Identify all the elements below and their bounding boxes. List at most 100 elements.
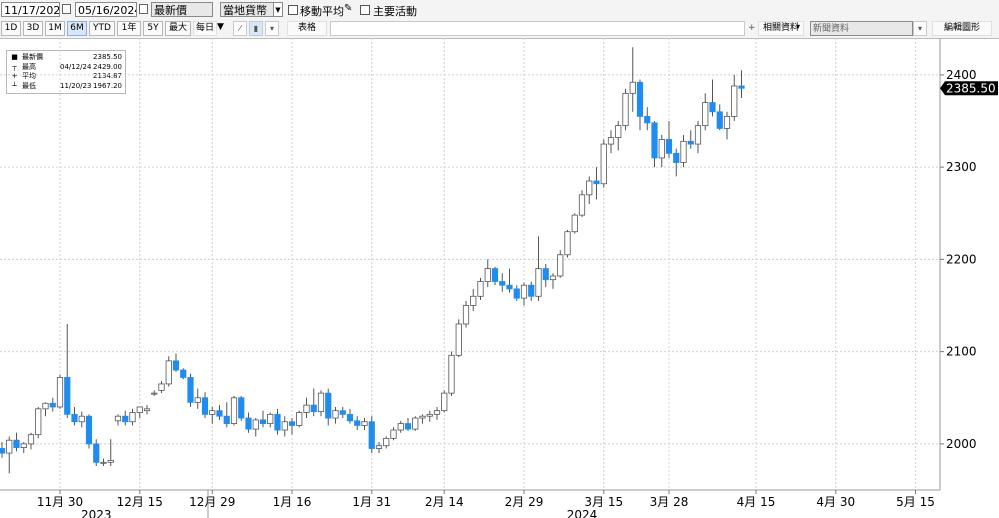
candle-body (85, 415, 93, 445)
plus-icon[interactable]: + (748, 23, 756, 33)
calendar-icon[interactable] (62, 4, 71, 14)
candle (339, 406, 346, 419)
candle-body (499, 281, 506, 286)
period-1d-button[interactable]: 1D (1, 21, 21, 36)
period-ytd-button[interactable]: YTD (89, 21, 115, 36)
candle (484, 259, 491, 288)
moving-average-checkbox[interactable] (288, 5, 298, 15)
line-chart-icon[interactable]: ⁄ (233, 21, 247, 36)
candle (629, 47, 636, 112)
candle (375, 442, 383, 454)
candle (615, 121, 622, 151)
chevron-down-icon[interactable]: ▼ (273, 2, 283, 17)
y-tick-label: 2000 (946, 437, 977, 451)
candle-body (6, 439, 13, 454)
candle (354, 416, 361, 431)
frequency-select[interactable]: 每日 (193, 21, 217, 36)
candle-body (462, 305, 470, 325)
price-chart[interactable]: 2000 2100 2200 2300 2400 11月 30 12月 15 12月 29 1月… (0, 38, 999, 518)
price-field-select[interactable]: 最新價 (151, 2, 213, 17)
pencil-icon[interactable]: ✎ (344, 3, 353, 14)
candle-body (42, 402, 49, 410)
candle (317, 390, 325, 417)
period-1m-button[interactable]: 1M (45, 21, 65, 36)
legend-date: 11/20/23 (60, 81, 92, 90)
candle (346, 408, 354, 424)
candle-body (506, 284, 513, 290)
candle-body (78, 415, 85, 423)
start-date-input[interactable]: 11/17/2023 (1, 2, 60, 17)
period-3d-button[interactable]: 3D (23, 21, 43, 36)
period-max-button[interactable]: 最大 (165, 21, 191, 36)
candle-body (245, 417, 252, 430)
candle-body (354, 420, 361, 426)
candle (738, 70, 745, 98)
candle (230, 395, 238, 426)
candle-body (64, 377, 71, 415)
square-icon: ■ (11, 53, 18, 61)
candle (85, 414, 93, 449)
moving-average-label: 移動平均 (300, 5, 344, 18)
candle-body (136, 406, 143, 413)
candle-body (375, 445, 383, 449)
candle (426, 410, 433, 422)
x-tick-labels: 11月 30 12月 15 12月 29 1月 16 1月 31 2月 14 2月 29 3月… (37, 490, 935, 518)
currency-select[interactable]: 當地貨幣 (220, 2, 274, 17)
period-1y-button[interactable]: 1年 (117, 21, 141, 36)
candle (651, 121, 658, 168)
period-5y-button[interactable]: 5Y (143, 21, 163, 36)
candle (49, 397, 56, 412)
candle-body (426, 413, 433, 417)
candle-body (201, 397, 209, 415)
candle-body (520, 284, 528, 299)
candle-body (716, 111, 723, 129)
candle (35, 406, 42, 439)
candle-body (361, 421, 368, 426)
candle (93, 439, 100, 467)
candle (506, 268, 513, 293)
table-button[interactable]: 表格 (287, 21, 327, 36)
candle (622, 88, 629, 131)
chevron-down-icon[interactable]: ▾ (913, 21, 927, 36)
key-events-checkbox[interactable] (360, 5, 370, 15)
candle-body (455, 323, 462, 356)
candle-body (644, 116, 651, 124)
candle-body (288, 421, 296, 426)
candle (180, 368, 187, 380)
candle-body (484, 268, 491, 282)
candle-body (310, 404, 317, 412)
candle-body (665, 139, 673, 154)
candle (694, 121, 702, 154)
candle-body (578, 194, 586, 216)
candle-body (281, 421, 288, 431)
edit-chart-button[interactable]: 編輯圖形 (932, 21, 992, 36)
legend-row-average: + 平均 2134.87 (10, 72, 122, 82)
candle (600, 139, 607, 188)
key-events-label: 主要活動 (373, 5, 417, 18)
candle (564, 229, 571, 258)
chevron-down-icon[interactable]: ▾ (796, 22, 801, 31)
candle (0, 442, 6, 458)
candle (13, 432, 20, 452)
end-date-input[interactable]: 05/16/2024 (75, 2, 137, 17)
chevron-down-icon[interactable]: ▼ (217, 22, 224, 32)
candle (607, 130, 615, 154)
candle (64, 323, 71, 419)
candle-body (216, 410, 223, 417)
low-marker-icon: ┴ (12, 81, 17, 90)
candlestick-chart-icon[interactable]: ▮ (249, 21, 263, 36)
news-data-select[interactable]: 新聞資料 (810, 21, 913, 36)
period-6m-button[interactable]: 6M (67, 21, 87, 36)
candle (680, 134, 687, 168)
candle (571, 213, 578, 234)
candle-body (470, 295, 477, 306)
candle-body (158, 383, 165, 391)
candle-body (49, 402, 56, 408)
chevron-down-icon[interactable]: ▾ (265, 21, 279, 36)
calendar-icon[interactable] (139, 4, 148, 14)
candle-body (383, 437, 390, 447)
related-data-button[interactable]: 相關資料 (758, 21, 804, 36)
x-tick-label: 4月 30 (816, 495, 855, 509)
candle-body (93, 443, 100, 463)
candle (535, 236, 542, 301)
